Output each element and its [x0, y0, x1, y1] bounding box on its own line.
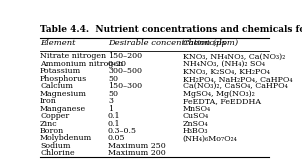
- Text: Potassium: Potassium: [40, 67, 81, 75]
- Text: Maximum 250: Maximum 250: [108, 142, 166, 150]
- Text: Magnesium: Magnesium: [40, 90, 87, 98]
- Text: 50: 50: [108, 90, 118, 98]
- Text: 150–200: 150–200: [108, 52, 142, 60]
- Text: 0.1: 0.1: [108, 120, 120, 128]
- Text: Chlorine: Chlorine: [40, 149, 75, 157]
- Text: Molybdenum: Molybdenum: [40, 134, 92, 142]
- Text: FeEDTA, FeEDDHA: FeEDTA, FeEDDHA: [183, 97, 261, 105]
- Text: Iron: Iron: [40, 97, 57, 105]
- Text: 1: 1: [108, 105, 113, 113]
- Text: MgSO₄, Mg(NO₃)₂: MgSO₄, Mg(NO₃)₂: [183, 90, 255, 98]
- Text: 0–20: 0–20: [108, 60, 127, 68]
- Text: ZnSO₄: ZnSO₄: [183, 120, 208, 128]
- Text: Sodium: Sodium: [40, 142, 71, 150]
- Text: (NH₄)₆Mo₇O₂₄: (NH₄)₆Mo₇O₂₄: [183, 134, 238, 142]
- Text: KNO₃, K₂SO₄, KH₂PO₄: KNO₃, K₂SO₄, KH₂PO₄: [183, 67, 270, 75]
- Text: 0.1: 0.1: [108, 112, 120, 120]
- Text: 0.05: 0.05: [108, 134, 125, 142]
- Text: Chemicals: Chemicals: [183, 39, 227, 47]
- Text: Nitrate nitrogen: Nitrate nitrogen: [40, 52, 106, 60]
- Text: Ca(NO₃)₂, CaSO₄, CaHPO₄: Ca(NO₃)₂, CaSO₄, CaHPO₄: [183, 82, 288, 90]
- Text: H₃BO₃: H₃BO₃: [183, 127, 208, 135]
- Text: 150–300: 150–300: [108, 82, 142, 90]
- Text: NH₄NO₃, (NH₄)₂ SO₄: NH₄NO₃, (NH₄)₂ SO₄: [183, 60, 265, 68]
- Text: Maximum 200: Maximum 200: [108, 149, 166, 157]
- Text: Manganese: Manganese: [40, 105, 86, 113]
- Text: 50: 50: [108, 75, 118, 83]
- Text: 300–500: 300–500: [108, 67, 142, 75]
- Text: Calcium: Calcium: [40, 82, 73, 90]
- Text: MnSO₄: MnSO₄: [183, 105, 211, 113]
- Text: 0.3–0.5: 0.3–0.5: [108, 127, 137, 135]
- Text: Zinc: Zinc: [40, 120, 58, 128]
- Text: Desirable concentration (ppm): Desirable concentration (ppm): [108, 39, 238, 47]
- Text: KNO₃, NH₄NO₃, Ca(NO₃)₂: KNO₃, NH₄NO₃, Ca(NO₃)₂: [183, 52, 285, 60]
- Text: Phosphorus: Phosphorus: [40, 75, 87, 83]
- Text: Copper: Copper: [40, 112, 69, 120]
- Text: Element: Element: [40, 39, 76, 47]
- Text: Boron: Boron: [40, 127, 64, 135]
- Text: Ammonium nitrogen: Ammonium nitrogen: [40, 60, 123, 68]
- Text: CuSO₄: CuSO₄: [183, 112, 209, 120]
- Text: 3: 3: [108, 97, 113, 105]
- Text: Table 4.4.  Nutrient concentrations and chemicals for tomatoes in NFT: Table 4.4. Nutrient concentrations and c…: [40, 25, 302, 34]
- Text: KH₂PO₄, NaH₂PO₄, CaHPO₄: KH₂PO₄, NaH₂PO₄, CaHPO₄: [183, 75, 292, 83]
